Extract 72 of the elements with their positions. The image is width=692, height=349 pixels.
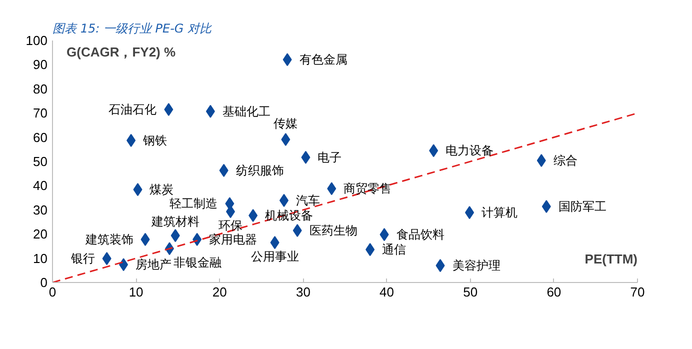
annotation: 房地产: [136, 258, 172, 272]
point: [164, 102, 174, 116]
point: [536, 154, 546, 168]
annotation: 综合: [553, 154, 578, 168]
point: [102, 252, 112, 266]
x-tick-label: 30: [296, 284, 310, 300]
point: [126, 134, 136, 147]
point: [206, 104, 215, 118]
annotation: 家用电器: [209, 232, 258, 246]
y-tick-label: 0: [40, 275, 48, 290]
point: [226, 205, 236, 218]
annotation: 轻工制造: [170, 196, 218, 211]
annotation: 传媒: [274, 116, 298, 130]
point: [270, 236, 280, 250]
y-tick-label: 70: [33, 106, 48, 121]
annotation: 基础化工: [222, 104, 270, 118]
annotation: 煤炭: [150, 182, 174, 197]
annotation: 钢铁: [142, 133, 168, 148]
point: [248, 208, 258, 222]
annotation: 食品饮料: [396, 228, 444, 242]
point: [436, 259, 445, 272]
annotation: 国防军工: [558, 200, 606, 214]
point: [140, 232, 150, 246]
y-tick-label: 20: [33, 226, 48, 242]
x-axis-title: PE(TTM): [584, 252, 638, 266]
point: [170, 229, 180, 242]
annotation: 银行: [70, 252, 95, 266]
x-tick-label: 40: [380, 284, 394, 300]
annotation: 计算机: [482, 206, 518, 220]
x-tick-label: 50: [463, 284, 478, 300]
x-tick-label: 60: [546, 284, 562, 300]
annotation: 电子: [318, 150, 342, 164]
point: [292, 224, 302, 237]
point: [119, 258, 128, 272]
point: [281, 132, 290, 146]
point: [282, 53, 292, 66]
point: [301, 150, 310, 164]
annotation: 汽车: [296, 193, 320, 208]
y-tick-label: 10: [33, 250, 48, 266]
point: [465, 206, 474, 220]
annotation: 纺织服饰: [236, 163, 284, 178]
point: [133, 183, 142, 196]
annotation: 美容护理: [452, 258, 500, 273]
annotation: 石油石化: [108, 102, 157, 116]
point: [542, 200, 551, 214]
annotation: 非银金融: [174, 256, 222, 270]
x-tick-label: 70: [630, 284, 645, 300]
point: [219, 164, 228, 177]
y-tick-label: 30: [33, 202, 48, 218]
y-axis-title: G(CAGR，FY2) %: [66, 44, 176, 60]
annotation: 医药生物: [309, 223, 358, 238]
annotation: 建筑装饰: [84, 232, 134, 246]
x-tick-label: 20: [212, 284, 227, 300]
annotation: 通信: [382, 242, 406, 257]
annotation: 环保: [218, 218, 243, 233]
chart-title: 图表 15: 一级行业 PE-G 对比: [52, 22, 213, 36]
y-tick-label: 100: [26, 33, 48, 48]
annotation: 电力设备: [446, 144, 494, 158]
point: [380, 228, 389, 242]
annotation: 建筑材料: [150, 214, 200, 229]
y-tick-label: 60: [33, 130, 48, 145]
point: [429, 144, 438, 158]
point: [279, 194, 288, 207]
y-tick-label: 80: [33, 81, 48, 96]
point: [327, 182, 336, 196]
y-tick-label: 90: [33, 57, 48, 72]
x-tick-label: 10: [128, 284, 144, 300]
y-tick-label: 50: [33, 154, 48, 169]
y-tick-label: 40: [33, 178, 48, 194]
point: [366, 243, 375, 256]
annotation: 公用事业: [250, 250, 299, 264]
annotation: 有色金属: [299, 52, 348, 67]
